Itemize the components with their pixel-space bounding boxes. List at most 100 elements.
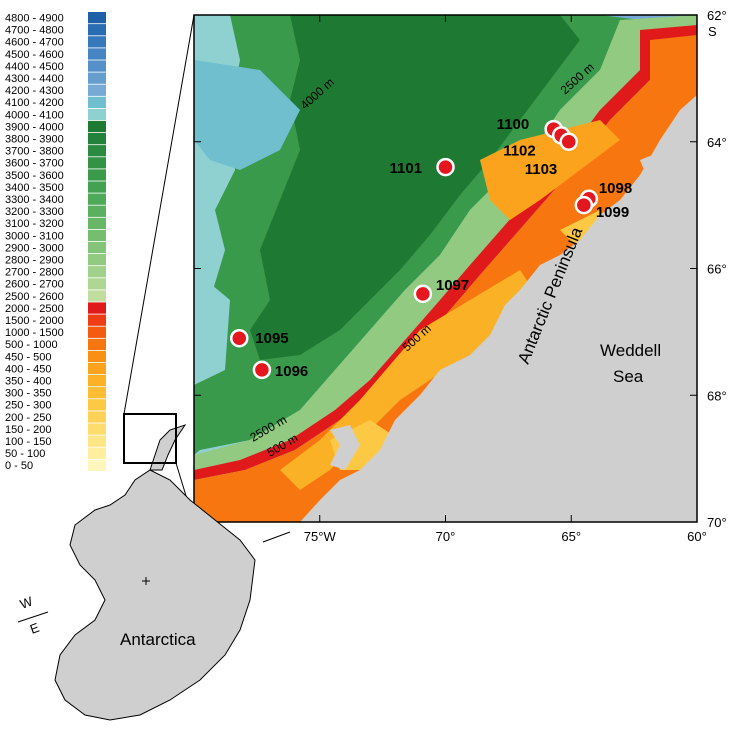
- latitude-tick-label: 70°: [707, 515, 727, 530]
- legend-label: 50 - 100: [5, 448, 45, 460]
- inset-locator-box: [123, 413, 177, 464]
- inset-meridian-tick: [17, 611, 49, 623]
- drill-site-label: 1098: [599, 180, 632, 197]
- legend-swatch: [88, 278, 106, 290]
- antarctica-label: Antarctica: [120, 630, 196, 649]
- drill-site-label: 1099: [596, 204, 629, 221]
- legend-swatch: [88, 290, 106, 302]
- legend-label: 2600 - 2700: [5, 279, 64, 291]
- legend-swatch: [88, 193, 106, 205]
- legend-label: 4000 - 4100: [5, 109, 64, 121]
- bathymetry-map: [194, 15, 697, 522]
- legend-label: 3500 - 3600: [5, 170, 64, 182]
- latitude-tick-label: 68°: [707, 388, 727, 403]
- drill-site-1103: [559, 132, 578, 151]
- legend-swatch: [88, 362, 106, 375]
- drill-sites: 1095 1096 1097 1098 1099 1100 1101 1102 1103: [230, 116, 632, 380]
- inner-shelf-area: [480, 120, 620, 220]
- drill-site-label: 1103: [525, 161, 558, 178]
- legend-swatch: [88, 12, 106, 24]
- legend-swatch: [88, 350, 106, 363]
- legend-label: 3700 - 3800: [5, 146, 64, 158]
- legend-swatch: [88, 181, 106, 193]
- legend-label: 2500 - 2600: [5, 291, 64, 303]
- teal-patch-area: [194, 60, 300, 170]
- legend-label: 450 - 500: [5, 351, 51, 363]
- island-land: [520, 285, 555, 315]
- longitude-tick-label: 70°: [436, 529, 456, 544]
- legend-label: 3200 - 3300: [5, 206, 64, 218]
- legend-label: 0 - 50: [5, 460, 33, 472]
- legend-label: 300 - 350: [5, 388, 51, 400]
- legend-swatch: [88, 423, 106, 435]
- legend-swatch: [88, 169, 106, 181]
- antarctic-land: [300, 95, 697, 522]
- drill-site-1099: [574, 195, 594, 215]
- legend-swatch: [88, 96, 106, 108]
- legend-label: 3100 - 3200: [5, 218, 64, 230]
- legend-label: 350 - 400: [5, 376, 51, 388]
- west-label: W: [18, 593, 35, 612]
- legend-swatch: [88, 266, 106, 278]
- latitude-tick-label: 62°: [707, 8, 727, 23]
- drill-site-1101: [436, 157, 455, 177]
- legend-swatch: [88, 157, 106, 169]
- legend-label: 500 - 1000: [5, 339, 58, 351]
- legend-swatch: [88, 60, 106, 72]
- longitude-axis: 75°W 70° 65° 60°: [304, 15, 707, 544]
- legend-label: 4800 - 4900: [5, 13, 64, 25]
- legend-swatch: [88, 133, 106, 145]
- legend-swatch: [88, 411, 106, 423]
- legend-swatch: [88, 24, 106, 36]
- legend-swatch: [88, 84, 106, 96]
- legend-swatch: [88, 314, 106, 326]
- latitude-axis: 62° 64° 66° 68° 70°: [194, 8, 727, 530]
- teal-patch-area: [194, 270, 230, 385]
- legend-swatch: [88, 375, 106, 387]
- legend-label: 4500 - 4600: [5, 49, 64, 61]
- drill-site-label: 1102: [503, 142, 536, 159]
- legend-swatch: [88, 217, 106, 229]
- legend-swatch: [88, 108, 106, 121]
- legend-swatch: [88, 435, 106, 447]
- legend-swatch: [88, 229, 106, 242]
- legend-swatch: [88, 241, 106, 254]
- legend-label: 2800 - 2900: [5, 255, 64, 267]
- legend-label: 3900 - 4000: [5, 121, 64, 133]
- deep-green-area: [250, 15, 580, 360]
- island-land: [330, 425, 360, 470]
- legend-label: 3300 - 3400: [5, 194, 64, 206]
- legend-swatch: [88, 399, 106, 411]
- inset-meridian-tick: [262, 531, 291, 543]
- longitude-tick-label: 75°W: [304, 529, 337, 544]
- inset-connector-top: [123, 14, 195, 415]
- legend-label: 200 - 250: [5, 412, 51, 424]
- drill-site-label: 1100: [497, 116, 530, 133]
- legend-label: 250 - 300: [5, 400, 51, 412]
- legend-swatch: [88, 72, 106, 84]
- legend-swatch: [88, 302, 106, 314]
- legend-swatch: [88, 48, 106, 60]
- legend-label: 100 - 150: [5, 436, 51, 448]
- legend-swatch: [88, 459, 106, 471]
- antarctica-continent: [54, 469, 256, 721]
- legend-label: 3800 - 3900: [5, 134, 64, 146]
- longitude-tick-label: 65°: [561, 529, 581, 544]
- drill-site-label: 1096: [275, 363, 308, 380]
- legend-label: 150 - 200: [5, 424, 51, 436]
- legend-label: 1500 - 2000: [5, 315, 64, 327]
- island-land: [470, 345, 505, 380]
- legend-label: 4100 - 4200: [5, 97, 64, 109]
- legend-label: 4400 - 4500: [5, 61, 64, 73]
- legend-label: 2700 - 2800: [5, 267, 64, 279]
- legend-label: 2000 - 2500: [5, 303, 64, 315]
- latitude-tick-label: 66°: [707, 262, 727, 277]
- legend-label: 3000 - 3100: [5, 230, 64, 242]
- legend-swatch: [88, 254, 106, 266]
- legend-swatch: [88, 338, 106, 350]
- legend-label: 2900 - 3000: [5, 242, 64, 254]
- drill-site-1095: [230, 328, 249, 348]
- east-label: E: [28, 620, 42, 637]
